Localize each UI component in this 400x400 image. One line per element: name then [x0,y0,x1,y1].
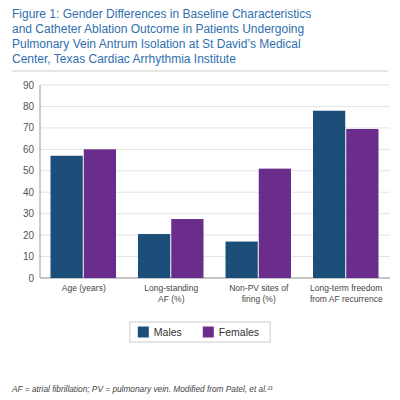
legend-swatch [138,327,149,338]
legend-label: Males [154,326,182,338]
x-tick-label: Age (years) [62,283,106,293]
bar [138,234,170,278]
grid-line [40,106,390,107]
y-axis-line [40,85,41,278]
legend-frame [130,322,270,342]
bar [226,242,258,278]
y-tick-label: 30 [23,208,35,219]
y-tick-label: 90 [23,80,35,91]
bars [51,111,379,278]
bar [259,169,291,278]
x-tick-label: Long-standingAF (%) [144,283,198,304]
separator [12,71,388,72]
x-tick-label: Non-PV sites offiring (%) [229,283,289,304]
bar [51,156,83,278]
y-tick-label: 60 [23,144,35,155]
bar [313,111,345,278]
grid-line [40,85,390,86]
bar [346,129,378,278]
bar [171,219,203,278]
legend-label: Females [219,326,259,338]
legend-swatch [203,327,214,338]
y-tick-label: 80 [23,101,35,112]
title: Figure 1: Gender Differences in Baseline… [12,7,311,66]
legend: Males Females [130,322,270,342]
x-axis: Age (years) Long-standingAF (%) Non-PV sit… [62,283,383,304]
x-tick-label: Long-term freedomfrom AF recurrence [310,283,383,304]
bar [84,149,116,278]
y-tick-label: 40 [23,187,35,198]
y-axis: 0 10 20 30 40 50 60 70 80 90 [23,80,390,284]
y-tick-label: 20 [23,230,35,241]
y-tick-label: 0 [28,273,34,284]
footnote: AF = atrial fibrillation; PV = pulmonary… [11,384,273,394]
chart: Figure 1: Gender Differences in Baseline… [0,0,400,400]
y-tick-label: 70 [23,122,35,133]
y-tick-label: 50 [23,165,35,176]
y-tick-label: 10 [23,251,35,262]
